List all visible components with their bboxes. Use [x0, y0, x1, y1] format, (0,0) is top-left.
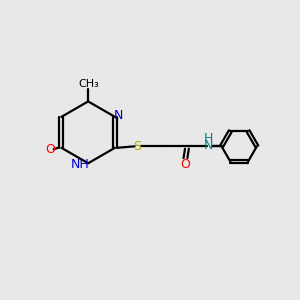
Text: H: H — [204, 132, 214, 145]
Text: O: O — [45, 143, 55, 156]
Text: O: O — [181, 158, 190, 171]
Text: S: S — [133, 140, 141, 153]
Text: N: N — [114, 109, 124, 122]
Text: CH₃: CH₃ — [78, 79, 99, 89]
Text: N: N — [204, 139, 214, 152]
Text: NH: NH — [70, 158, 89, 171]
